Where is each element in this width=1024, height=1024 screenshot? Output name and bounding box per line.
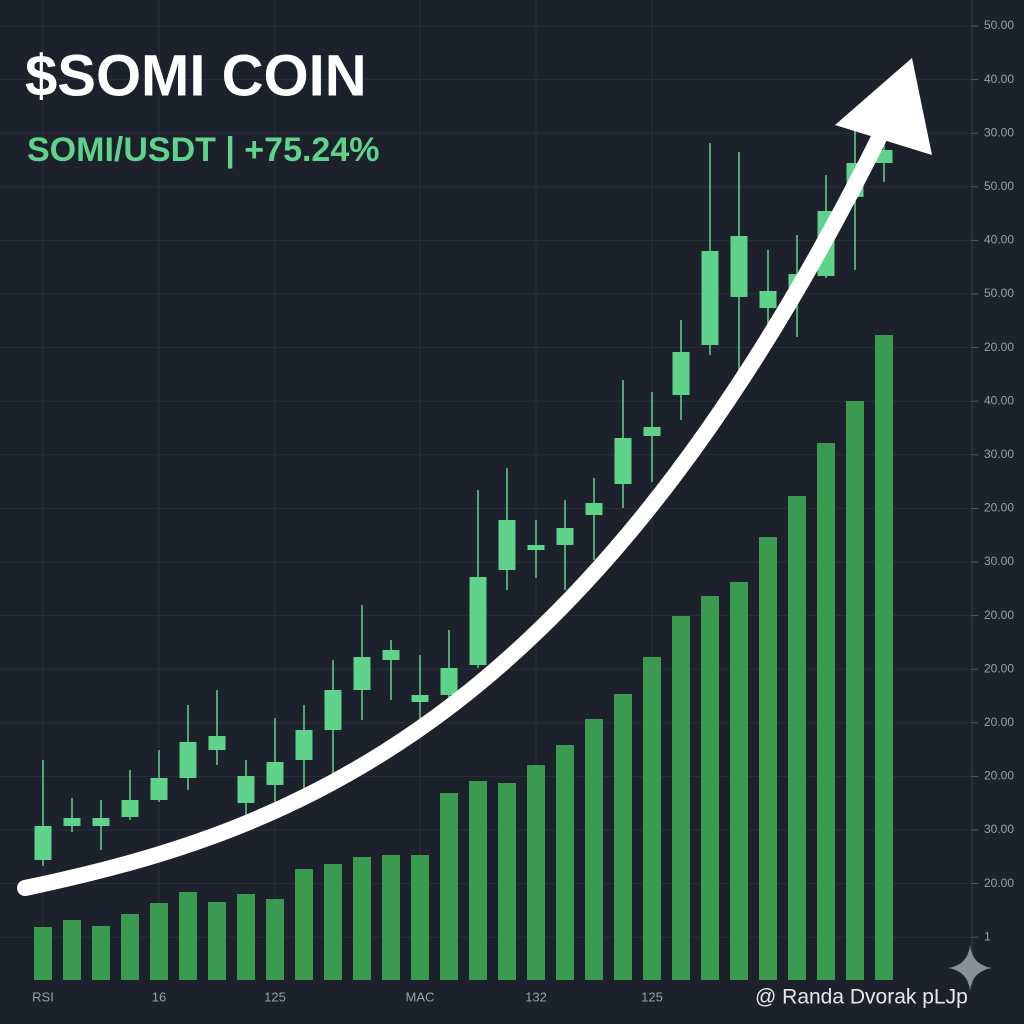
volume-bar	[324, 864, 342, 980]
candle-body	[440, 668, 458, 695]
candle-body	[614, 438, 632, 484]
y-tick-label: 30.00	[984, 125, 1014, 139]
volume-bar	[295, 869, 313, 980]
volume-bar	[150, 903, 168, 980]
volume-bar	[672, 616, 690, 980]
y-tick-label: 40.00	[984, 393, 1014, 407]
candle-body	[759, 291, 777, 308]
candle-body	[585, 503, 603, 515]
volume-bar	[63, 920, 81, 980]
candle-body	[469, 577, 487, 665]
volume-bar	[469, 781, 487, 980]
y-tick-label: 20.00	[984, 769, 1014, 783]
volume-bar	[701, 596, 719, 980]
x-tick-label: 16	[152, 989, 166, 1004]
sparkle-icon	[948, 945, 992, 991]
y-tick-label: 50.00	[984, 18, 1014, 32]
volume-bar	[730, 582, 748, 980]
volume-bar	[440, 793, 458, 980]
volume-bar	[179, 892, 197, 980]
candle-body	[411, 695, 429, 702]
chart-subtitle: SOMI/USDT | +75.24%	[27, 131, 379, 169]
y-tick-label: 20.00	[984, 715, 1014, 729]
candle-body	[179, 742, 197, 778]
y-tick-label: 40.00	[984, 72, 1014, 86]
y-tick-label: 1	[984, 929, 991, 943]
candle-body	[34, 826, 52, 860]
volume-bar	[643, 657, 661, 980]
trend-arrow	[17, 87, 908, 896]
candle-body	[121, 800, 139, 817]
y-tick-label: 30.00	[984, 822, 1014, 836]
x-tick-label: 125	[641, 989, 663, 1004]
candle-body	[237, 776, 255, 803]
candle-body	[63, 818, 81, 826]
candle-body	[643, 427, 661, 436]
volume-bar	[817, 443, 835, 980]
candle-body	[672, 352, 690, 395]
y-tick-label: 40.00	[984, 233, 1014, 247]
volume-bar	[556, 745, 574, 980]
candle-body	[353, 657, 371, 690]
x-tick-label: MAC	[406, 989, 435, 1004]
volume-bar	[614, 694, 632, 980]
y-tick-label: 20.00	[984, 501, 1014, 515]
plot	[34, 120, 893, 980]
candle-body	[730, 236, 748, 297]
volume-bar	[266, 899, 284, 980]
y-tick-label: 30.00	[984, 554, 1014, 568]
x-tick-label: 125	[264, 989, 286, 1004]
volume-bar	[527, 765, 545, 980]
candle-body	[266, 762, 284, 785]
candle-body	[324, 690, 342, 730]
volume-bar	[875, 335, 893, 980]
watermark: @ Randa Dvorak pLJp	[755, 986, 968, 1009]
x-tick-label: RSI	[32, 989, 54, 1004]
volume-bar	[498, 783, 516, 980]
candle-body	[208, 736, 226, 750]
volume-bar	[382, 855, 400, 980]
volume-bar	[208, 902, 226, 980]
candle-body	[92, 818, 110, 826]
y-tick-label: 20.00	[984, 608, 1014, 622]
candle-body	[295, 730, 313, 760]
x-tick-label: 132	[525, 989, 547, 1004]
candle-body	[556, 528, 574, 545]
volume-bar	[92, 926, 110, 980]
y-tick-label: 50.00	[984, 179, 1014, 193]
volume-bar	[121, 914, 139, 980]
candle-body	[498, 520, 516, 570]
candle-body	[150, 778, 168, 800]
volume-bar	[585, 719, 603, 980]
candle-body	[701, 251, 719, 345]
arrow-head	[835, 58, 932, 155]
volume-bar	[411, 855, 429, 980]
volume-bar	[353, 857, 371, 980]
candle-body	[382, 650, 400, 660]
volume-bar	[34, 927, 52, 980]
volume-bar	[788, 496, 806, 980]
y-tick-label: 20.00	[984, 876, 1014, 890]
volume-bar	[759, 537, 777, 980]
y-tick-label: 20.00	[984, 340, 1014, 354]
volume-bar	[237, 894, 255, 980]
candle-body	[527, 545, 545, 550]
y-tick-label: 20.00	[984, 661, 1014, 675]
chart-title: $SOMI COIN	[25, 43, 367, 108]
y-tick-label: 30.00	[984, 447, 1014, 461]
y-tick-label: 50.00	[984, 286, 1014, 300]
volume-bar	[846, 401, 864, 980]
